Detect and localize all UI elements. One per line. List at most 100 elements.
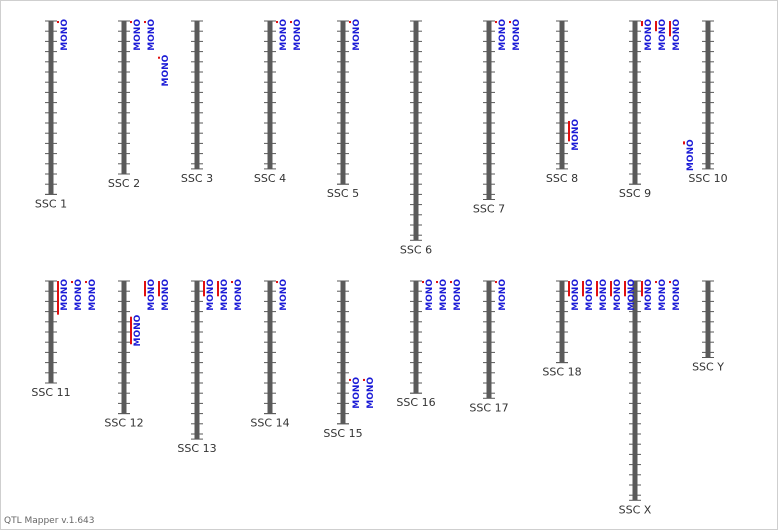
chromosome-ssc-10	[705, 21, 711, 169]
chromosome-ssc-17	[486, 281, 492, 399]
qtl-label: MONO	[644, 279, 654, 311]
chromosome-label: SSC 1	[35, 197, 67, 210]
chromosome-ssc-3	[194, 21, 200, 169]
qtl-label: MONO	[352, 19, 362, 51]
qtl-bar	[71, 281, 73, 284]
qtl-label: MONO	[60, 19, 70, 51]
chromosome-label: SSC 9	[619, 187, 651, 200]
chromosome-label: SSC 18	[542, 366, 581, 379]
chromosome-label: SSC 13	[177, 442, 216, 455]
qtl-bar	[349, 378, 351, 381]
chromosome-ssc-13	[194, 281, 200, 440]
qtl-label: MONO	[74, 279, 84, 311]
qtl-label: MONO	[585, 279, 595, 311]
qtl-bar	[568, 281, 570, 297]
qtl-label: MONO	[366, 377, 376, 409]
qtl-label: MONO	[425, 279, 435, 311]
qtl-label: MONO	[627, 279, 637, 311]
chromosome-ssc-8	[559, 21, 565, 169]
qtl-label: MONO	[439, 279, 449, 311]
qtl-bar	[495, 21, 497, 24]
qtl-bar	[568, 120, 570, 142]
qtl-label: MONO	[293, 19, 303, 51]
chromosome-label: SSC 16	[396, 396, 435, 409]
chromosome-ssc-7	[486, 21, 492, 200]
qtl-label: MONO	[234, 279, 244, 311]
chromosome-label: SSC X	[619, 503, 652, 516]
qtl-label: MONO	[658, 279, 668, 311]
chromosome-label: SSC 12	[104, 417, 143, 430]
qtl-bar	[422, 281, 424, 284]
qtl-bar	[669, 281, 671, 284]
qtl-bar	[144, 281, 146, 297]
qtl-label: MONO	[279, 19, 289, 51]
chromosome-label: SSC 17	[469, 401, 508, 414]
qtl-label: MONO	[60, 279, 70, 311]
qtl-bar	[144, 21, 146, 24]
version-label: QTL Mapper v.1.643	[4, 516, 95, 526]
chromosome-label: SSC 4	[254, 172, 286, 185]
chromosome-label: SSC 11	[31, 386, 70, 399]
qtl-label: MONO	[88, 279, 98, 311]
qtl-bar	[276, 281, 278, 284]
qtl-bar	[641, 21, 643, 27]
chromosome-label: SSC 14	[250, 417, 289, 430]
qtl-bar	[130, 316, 132, 345]
qtl-bar	[596, 281, 598, 297]
qtl-bar	[130, 21, 132, 24]
qtl-bar	[655, 281, 657, 284]
qtl-label: MONO	[352, 377, 362, 409]
qtl-bar	[450, 281, 452, 284]
qtl-label: MONO	[599, 279, 609, 311]
chromosome-ssc-16	[413, 281, 419, 394]
qtl-label: MONO	[686, 139, 696, 171]
qtl-label: MONO	[498, 279, 508, 311]
qtl-label: MONO	[161, 54, 171, 86]
chromosome-label: SSC 6	[400, 243, 432, 256]
qtl-label: MONO	[512, 19, 522, 51]
qtl-label: MONO	[206, 279, 216, 311]
chromosome-ssc-12	[121, 281, 127, 414]
chromosome-ssc-1	[48, 21, 54, 195]
qtl-bar	[436, 281, 438, 284]
chromosome-label: SSC 15	[323, 427, 362, 440]
chromosome-label: SSC 8	[546, 172, 578, 185]
qtl-bar	[231, 281, 233, 284]
qtl-label: MONO	[571, 119, 581, 151]
qtl-bar	[57, 21, 59, 24]
qtl-bar	[57, 281, 59, 315]
qtl-label: MONO	[613, 279, 623, 311]
chromosome-label: SSC 2	[108, 177, 140, 190]
chromosome-ssc-x	[632, 281, 638, 501]
qtl-label: MONO	[453, 279, 463, 311]
qtl-label: MONO	[571, 279, 581, 311]
qtl-label: MONO	[672, 19, 682, 51]
qtl-bar	[509, 21, 511, 24]
qtl-bar	[495, 281, 497, 284]
qtl-bar	[276, 21, 278, 24]
chromosome-ssc-6	[413, 21, 419, 241]
chromosome-label: SSC 3	[181, 172, 213, 185]
chromosome-ssc-14	[267, 281, 273, 414]
qtl-label: MONO	[147, 19, 157, 51]
qtl-bar	[290, 21, 292, 24]
qtl-bar	[158, 281, 160, 297]
qtl-bar	[641, 281, 643, 297]
qtl-bar	[624, 281, 626, 297]
qtl-label: MONO	[133, 314, 143, 346]
chromosome-label: SSC Y	[692, 361, 724, 374]
qtl-bar	[217, 281, 219, 297]
qtl-label: MONO	[220, 279, 230, 311]
qtl-label: MONO	[672, 279, 682, 311]
qtl-label: MONO	[147, 279, 157, 311]
qtl-label: MONO	[498, 19, 508, 51]
chromosome-label: SSC 7	[473, 203, 505, 216]
qtl-bar	[582, 281, 584, 297]
qtl-label: MONO	[279, 279, 289, 311]
qtl-bar	[349, 21, 351, 24]
qtl-label: MONO	[133, 19, 143, 51]
qtl-label: MONO	[644, 19, 654, 51]
qtl-bar	[655, 21, 657, 32]
